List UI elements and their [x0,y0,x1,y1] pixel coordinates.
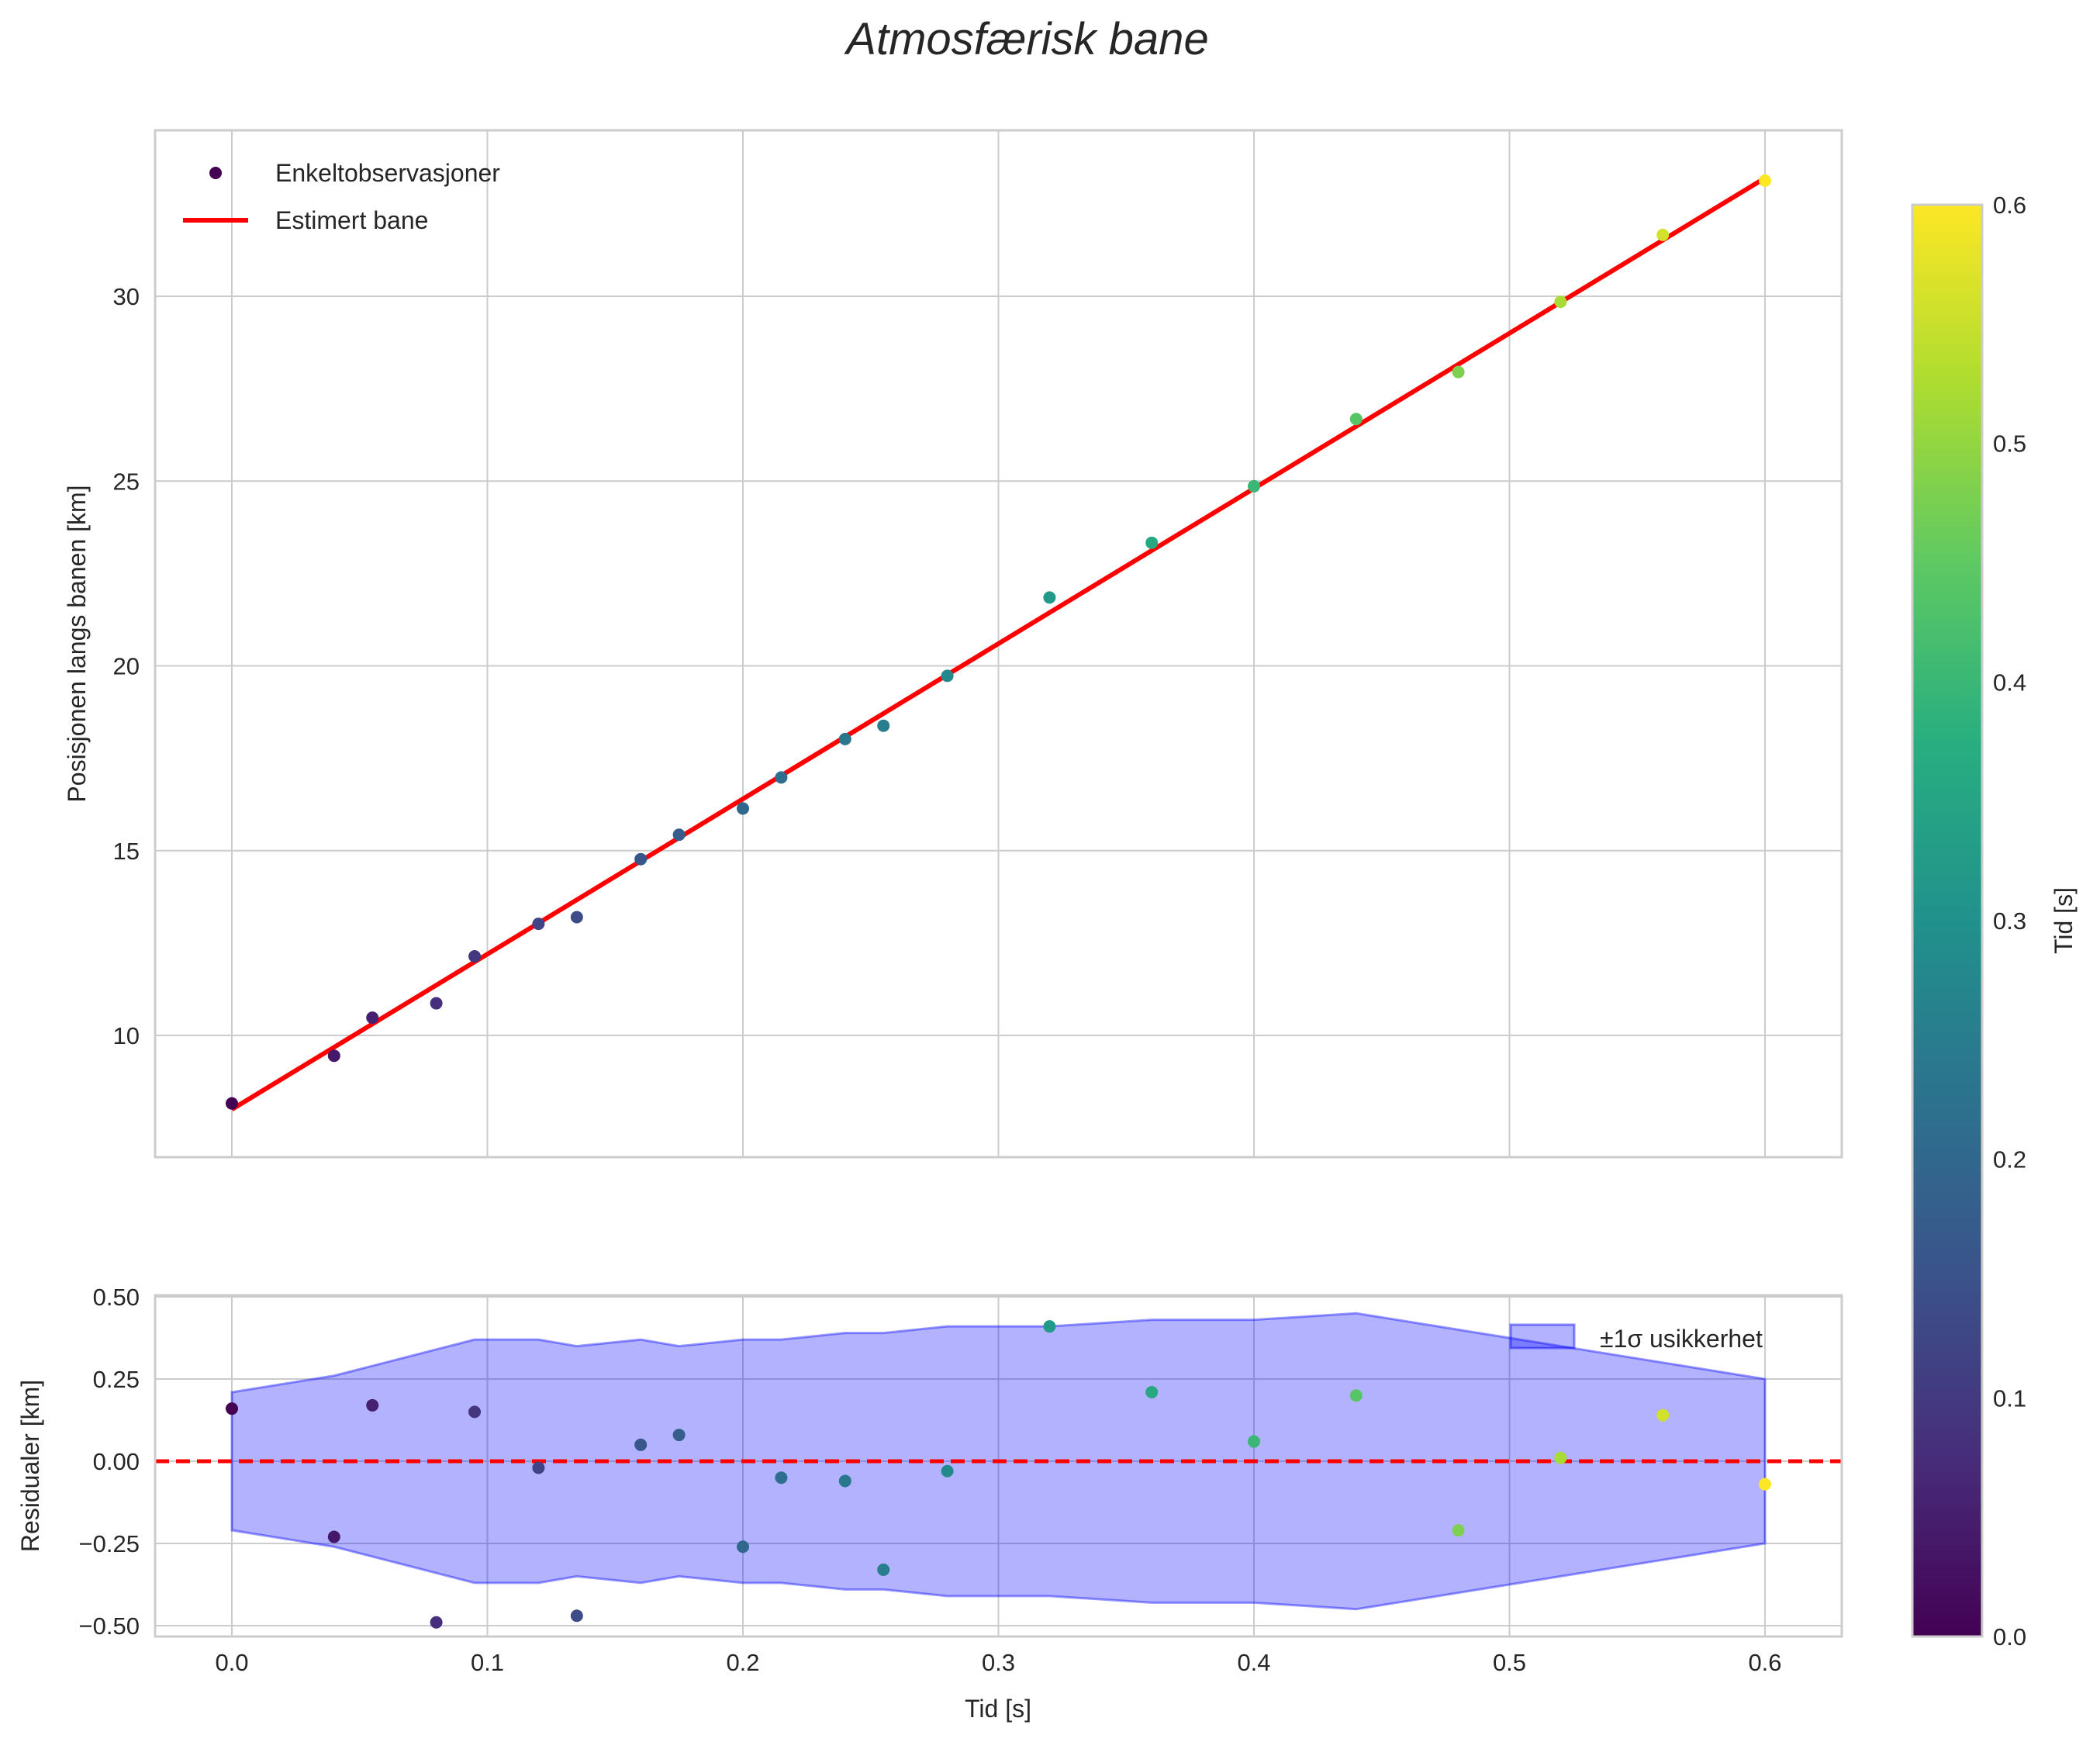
residual-point [1248,1435,1260,1448]
colorbar-tick-label: 0.0 [1993,1623,2026,1650]
fit-line [230,175,1767,1111]
y-tick-label: −0.25 [79,1530,140,1557]
y-tick-label: 0.00 [93,1448,140,1475]
residual-point [1145,1385,1159,1398]
colorbar: 0.0 0.1 0.2 0.3 0.4 0.5 0.6 [1911,192,2026,1650]
residual-point [1759,1478,1771,1491]
observation-point [226,1097,238,1110]
observation-point [366,1011,379,1025]
top-legend: Enkeltobservasjoner Estimert bane [183,159,500,234]
y-tick-label: 20 [113,653,140,680]
y-tick-label: 15 [113,838,140,865]
observation-point [1554,296,1567,309]
residual-point [838,1474,851,1488]
y-tick-label: −0.50 [79,1612,140,1640]
residual-point [570,1609,583,1623]
residual-point [1656,1408,1670,1422]
residual-point [430,1616,443,1629]
x-tick-label: 0.2 [726,1649,759,1676]
x-tick-label: 0.1 [471,1649,504,1676]
residual-point [1349,1389,1363,1402]
observation-point [1043,591,1056,604]
legend-label-fit: Estimert bane [275,206,428,234]
residual-plot: 0.0 0.1 0.2 0.3 0.4 0.5 0.6 −0.50 −0.25 0.00 0.25 0… [79,1284,1843,1676]
bottom-ylabel: Residualer [km] [16,1380,44,1552]
residual-point [226,1402,238,1415]
plot-frame [154,129,1843,1159]
observation-point [634,852,648,866]
residual-point [532,1461,545,1474]
residual-point [1554,1451,1567,1464]
observation-point [468,950,482,963]
colorbar-tick-label: 0.1 [1993,1384,2026,1412]
observation-point [430,997,443,1010]
x-tick-label: 0.3 [982,1649,1015,1676]
colorbar-label: Tid [s] [2050,887,2078,954]
legend-label-observations: Enkeltobservasjoner [275,159,500,187]
residual-point [327,1530,340,1543]
observation-point [327,1049,340,1063]
observation-point [775,771,788,784]
colorbar-tick-label: 0.5 [1993,430,2026,458]
legend-marker-observations [209,167,222,179]
observation-point [1759,174,1771,187]
observation-point [1656,228,1670,241]
y-tick-label: 0.25 [93,1366,140,1393]
residual-point [1043,1320,1056,1333]
observation-point [1349,413,1363,426]
observation-point [737,802,749,815]
y-tick-label: 30 [113,283,140,310]
colorbar-tick-label: 0.2 [1993,1146,2026,1173]
bottom-legend: ±1σ usikkerhet [1509,1323,1763,1353]
residual-point [672,1429,686,1442]
observation-point [941,669,954,683]
observation-point [570,911,583,924]
y-tick-label: 25 [113,468,140,495]
colorbar-tick-label: 0.4 [1993,669,2026,696]
observation-point [672,828,686,842]
residual-point [775,1471,788,1485]
residual-point [1452,1524,1465,1537]
observation-point [838,732,851,745]
main-plot: 10 15 20 25 30 [113,129,1843,1159]
residual-point [634,1438,648,1451]
residual-point [366,1398,379,1412]
observation-point [532,918,545,931]
observation-point [877,719,890,732]
observation-point [1452,365,1465,378]
legend-label-band: ±1σ usikkerhet [1600,1325,1763,1353]
x-tick-label: 0.4 [1237,1649,1270,1676]
colorbar-tick-label: 0.3 [1993,907,2026,935]
colorbar-gradient [1911,203,1984,1638]
residual-point [468,1405,482,1419]
legend-marker-band [1509,1323,1576,1350]
residual-point [941,1464,954,1478]
x-tick-label: 0.0 [215,1649,248,1676]
residual-point [737,1540,749,1554]
residual-point [877,1563,890,1576]
top-ylabel: Posisjonen langs banen [km] [63,485,91,802]
chart-title: Atmosfærisk bane [844,14,1208,64]
observation-point [1248,479,1260,493]
observation-point [1145,536,1159,549]
y-tick-label: 0.50 [93,1284,140,1311]
x-tick-label: 0.5 [1493,1649,1526,1676]
x-axis-label: Tid [s] [965,1695,1031,1723]
x-tick-label: 0.6 [1748,1649,1781,1676]
plot-frame [154,1294,1843,1638]
y-tick-label: 10 [113,1022,140,1049]
colorbar-tick-label: 0.6 [1993,192,2026,219]
